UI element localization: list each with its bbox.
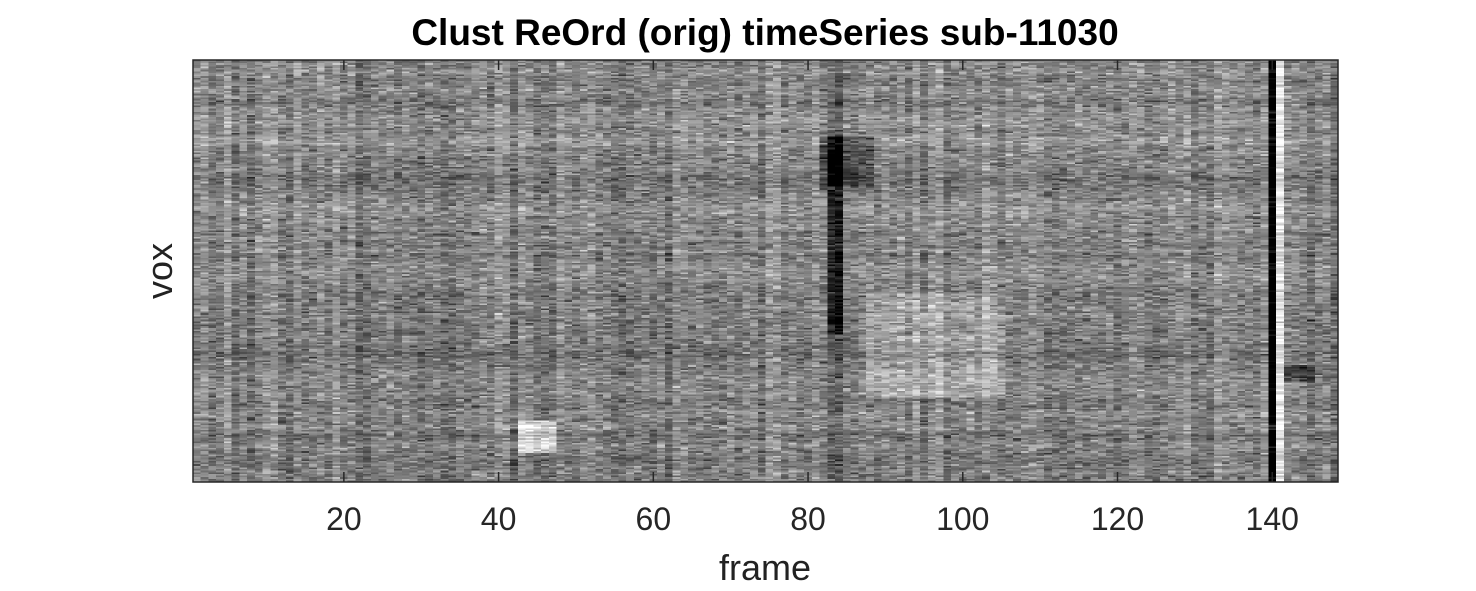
heatmap-image: [193, 60, 1338, 482]
x-tick-label: 140: [1246, 501, 1299, 537]
x-tick-label: 20: [326, 501, 362, 537]
plot-area-frame: [192, 59, 1339, 483]
x-axis-ticks: 20 40 60 80 100 120 140: [326, 60, 1299, 537]
chart-title: Clust ReOrd (orig) timeSeries sub-11030: [411, 12, 1118, 53]
x-tick-label: 60: [636, 501, 672, 537]
x-axis-label: frame: [719, 547, 811, 588]
x-tick-label: 80: [790, 501, 826, 537]
x-tick-label: 120: [1091, 501, 1144, 537]
heatmap-raster: [193, 60, 1338, 482]
x-tick-label: 100: [936, 501, 989, 537]
y-axis-label: vox: [139, 243, 180, 299]
x-tick-label: 40: [481, 501, 517, 537]
